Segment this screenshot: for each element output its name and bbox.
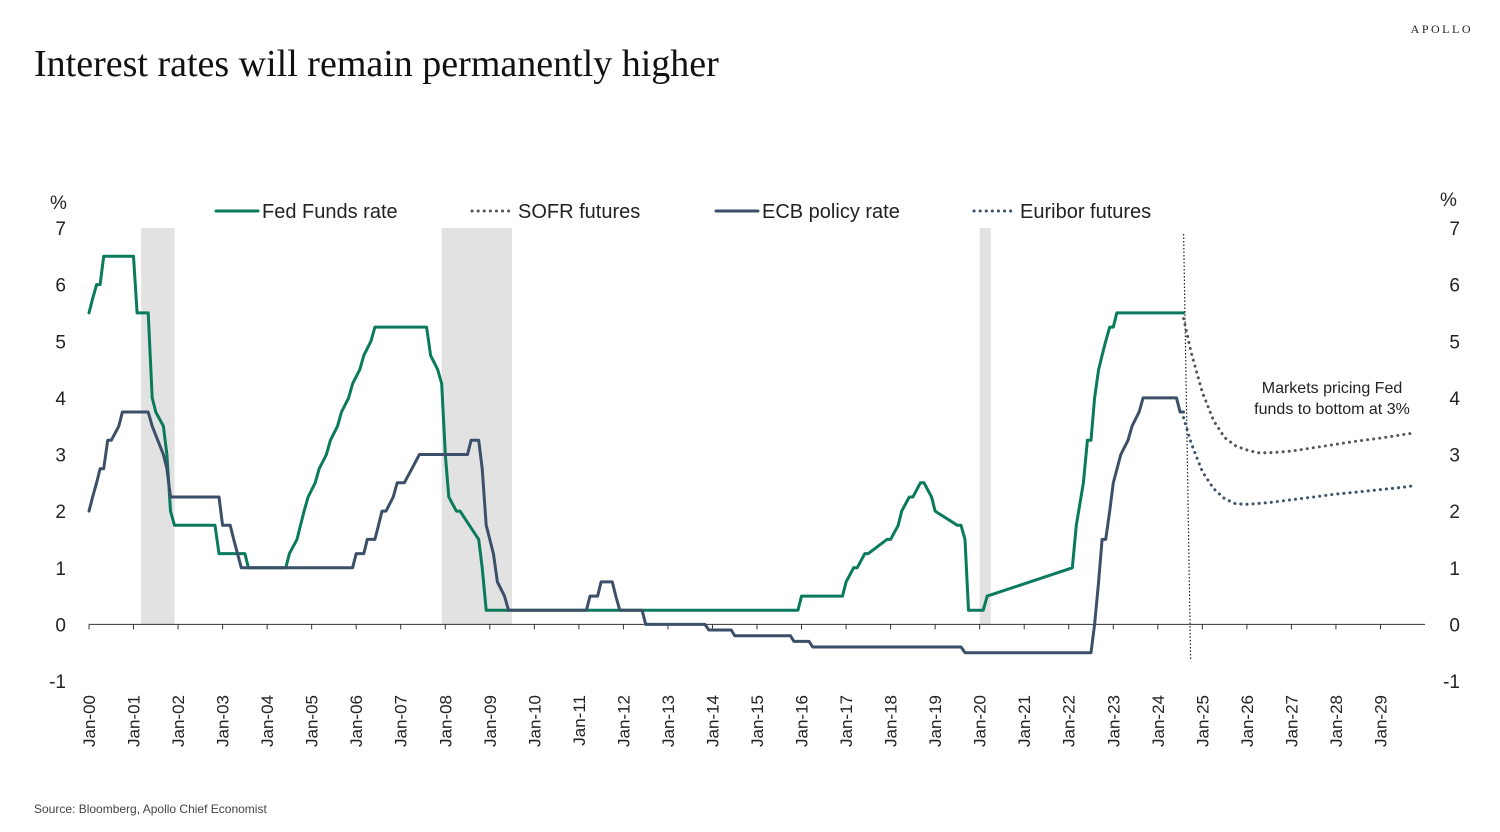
x-tick-label: Jan-04 (258, 695, 277, 747)
y-tick-label-right: 5 (1449, 332, 1460, 353)
x-tick-label: Jan-26 (1238, 695, 1257, 747)
y-tick-label-left: 6 (55, 276, 66, 297)
x-tick-label: Jan-11 (570, 695, 589, 746)
recession-band-2 (979, 228, 991, 625)
y-tick-label-left: 3 (55, 446, 66, 467)
y-tick-label-left: 5 (55, 332, 66, 353)
x-tick-label: Jan-28 (1327, 695, 1346, 747)
legend-label: Fed Funds rate (262, 201, 398, 223)
x-tick-label: Jan-06 (347, 695, 366, 747)
legend-label: SOFR futures (518, 201, 640, 223)
forecast-divider-line (1183, 233, 1192, 661)
y-tick-label-right: 0 (1449, 615, 1460, 636)
y-tick-label-left: 2 (55, 502, 66, 523)
x-tick-label: Jan-17 (837, 695, 856, 747)
x-tick-label: Jan-16 (793, 695, 812, 747)
x-tick-label: Jan-23 (1104, 695, 1123, 747)
x-tick-label: Jan-09 (481, 695, 500, 747)
x-tick-label: Jan-13 (659, 695, 678, 747)
y-tick-label-right: 3 (1449, 446, 1460, 467)
y-tick-label-right: 6 (1449, 276, 1460, 297)
x-tick-label: Jan-18 (882, 695, 901, 747)
y-tick-label-right: 4 (1449, 389, 1460, 410)
axes: -1 -1 0 0 1 1 2 2 3 3 4 4 5 5 6 6 7 7% % Jan-00 Jan-01 Jan-02… (49, 190, 1460, 747)
series-line-fed-funds-rate (87, 254, 1186, 612)
x-tick-label: Jan-07 (392, 695, 411, 747)
legend-label: ECB policy rate (762, 201, 900, 223)
y-axis-unit-right: % (1440, 190, 1457, 211)
y-axis-unit-left: % (50, 193, 67, 214)
x-tick-label: Jan-10 (525, 695, 544, 747)
source-note: Source: Bloomberg, Apollo Chief Economis… (34, 802, 267, 816)
recession-band-0 (141, 228, 175, 625)
y-tick-label-left: 1 (55, 559, 66, 580)
legend-label: Euribor futures (1020, 201, 1151, 223)
x-tick-label: Jan-03 (214, 695, 233, 747)
y-tick-label-right: 7 (1449, 219, 1460, 240)
x-tick-label: Jan-08 (436, 695, 455, 747)
annotation-line: funds to bottom at 3% (1254, 401, 1410, 418)
legend: Fed Funds rate SOFR futures ECB policy rat… (214, 201, 1151, 223)
x-tick-label: Jan-01 (125, 695, 144, 747)
recession-band-1 (441, 228, 513, 625)
line-chart: -1 -1 0 0 1 1 2 2 3 3 4 4 5 5 6 6 7 7% % Jan-00 Jan-01 Jan-02… (49, 190, 1460, 747)
x-tick-label: Jan-12 (614, 695, 633, 747)
x-tick-label: Jan-05 (303, 695, 322, 747)
annotation: Markets pricing Fed funds to bottom at 3% (1254, 380, 1410, 418)
x-tick-label: Jan-22 (1060, 695, 1079, 747)
x-tick-label: Jan-15 (748, 695, 767, 747)
series-line-ecb-policy-rate (87, 396, 1186, 655)
x-tick-label: Jan-19 (926, 695, 945, 747)
brand-logo: APOLLO (1410, 22, 1473, 36)
annotation-line: Markets pricing Fed (1262, 380, 1403, 397)
y-tick-label-right: 2 (1449, 502, 1460, 523)
y-tick-label-left: -1 (49, 672, 66, 693)
recession-bands (141, 228, 991, 625)
x-tick-label: Jan-29 (1371, 695, 1390, 747)
y-tick-label-left: 4 (55, 389, 66, 410)
x-tick-label: Jan-00 (80, 695, 99, 747)
series-lines (87, 254, 1416, 655)
x-tick-label: Jan-14 (703, 695, 722, 747)
x-tick-label: Jan-02 (169, 695, 188, 747)
x-tick-label: Jan-27 (1282, 695, 1301, 747)
x-tick-label: Jan-25 (1193, 695, 1212, 747)
y-tick-label-right: -1 (1443, 672, 1460, 693)
y-tick-label-right: 1 (1449, 559, 1460, 580)
x-tick-label: Jan-24 (1149, 695, 1168, 747)
x-tick-label: Jan-21 (1015, 695, 1034, 747)
x-tick-label: Jan-20 (971, 695, 990, 747)
series-line-sofr-futures (1182, 317, 1416, 455)
y-tick-label-left: 0 (55, 615, 66, 636)
page-title: Interest rates will remain permanently h… (34, 43, 719, 85)
y-tick-label-left: 7 (55, 219, 66, 240)
series-line-euribor-futures (1182, 416, 1416, 506)
